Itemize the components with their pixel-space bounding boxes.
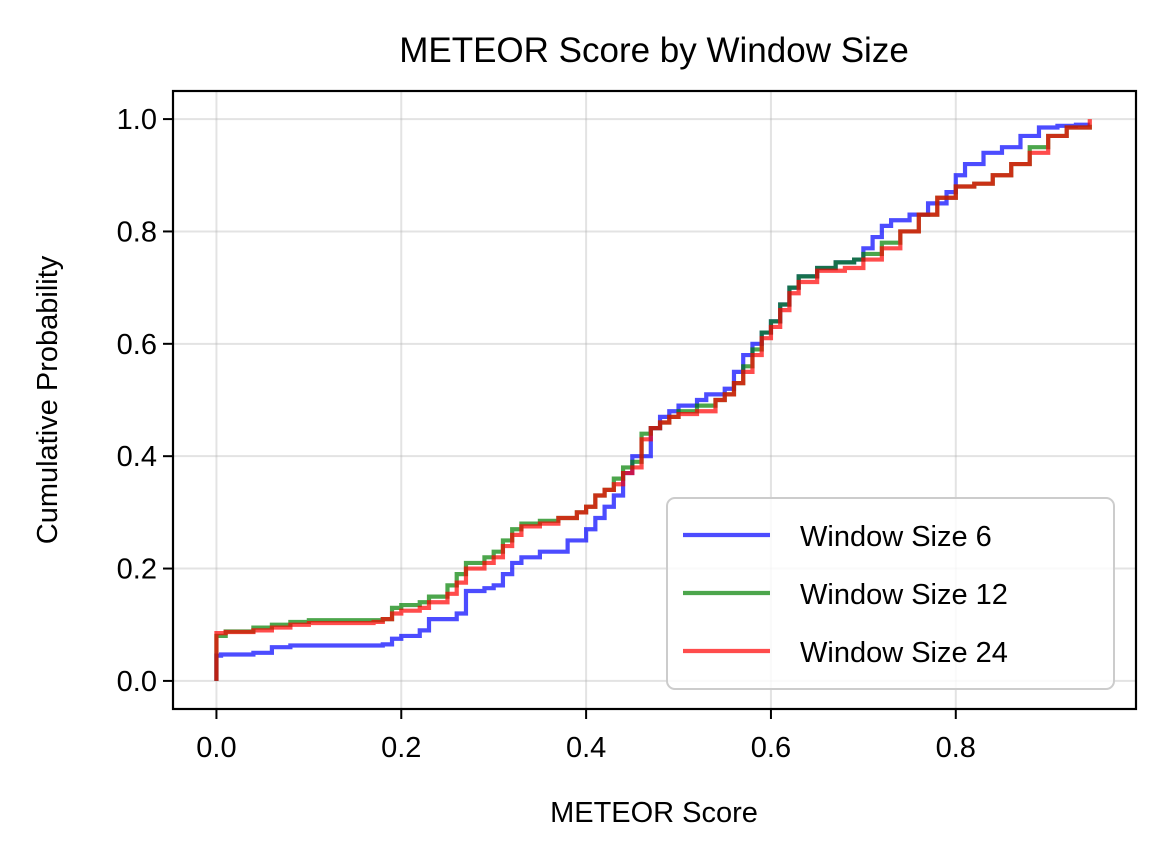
y-tick-label: 0.2 — [117, 554, 157, 586]
plot-frame — [171, 89, 1138, 711]
y-tick-label: 0.0 — [117, 666, 157, 698]
series-line-3 — [214, 119, 1092, 681]
legend-label: Window Size 6 — [800, 521, 992, 553]
x-tick-label: 0.6 — [751, 732, 791, 764]
y-tick-label: 0.8 — [117, 216, 157, 248]
legend-label: Window Size 24 — [800, 637, 1008, 669]
x-tick-label: 0.4 — [566, 732, 606, 764]
y-axis: 0.0 0.2 0.4 0.6 0.8 1.0 — [117, 104, 173, 698]
x-axis: 0.0 0.2 0.4 0.6 0.8 — [196, 709, 976, 764]
legend: Window Size 6 Window Size 12 Window Size 2… — [666, 497, 1115, 690]
chart-title: METEOR Score by Window Size — [399, 31, 909, 70]
x-tick-label: 0.2 — [381, 732, 421, 764]
series-line-1 — [214, 122, 1090, 681]
y-tick-label: 1.0 — [117, 104, 157, 136]
y-axis-label: Cumulative Probability — [32, 255, 64, 544]
legend-box — [666, 497, 1115, 690]
y-tick-label: 0.6 — [117, 329, 157, 361]
x-axis-label: METEOR Score — [550, 797, 758, 829]
x-tick-label: 0.0 — [196, 732, 236, 764]
grid — [173, 91, 1136, 709]
legend-label: Window Size 12 — [800, 579, 1008, 611]
series-layer — [214, 119, 1092, 681]
x-tick-label: 0.8 — [936, 732, 976, 764]
y-tick-label: 0.4 — [117, 441, 157, 473]
